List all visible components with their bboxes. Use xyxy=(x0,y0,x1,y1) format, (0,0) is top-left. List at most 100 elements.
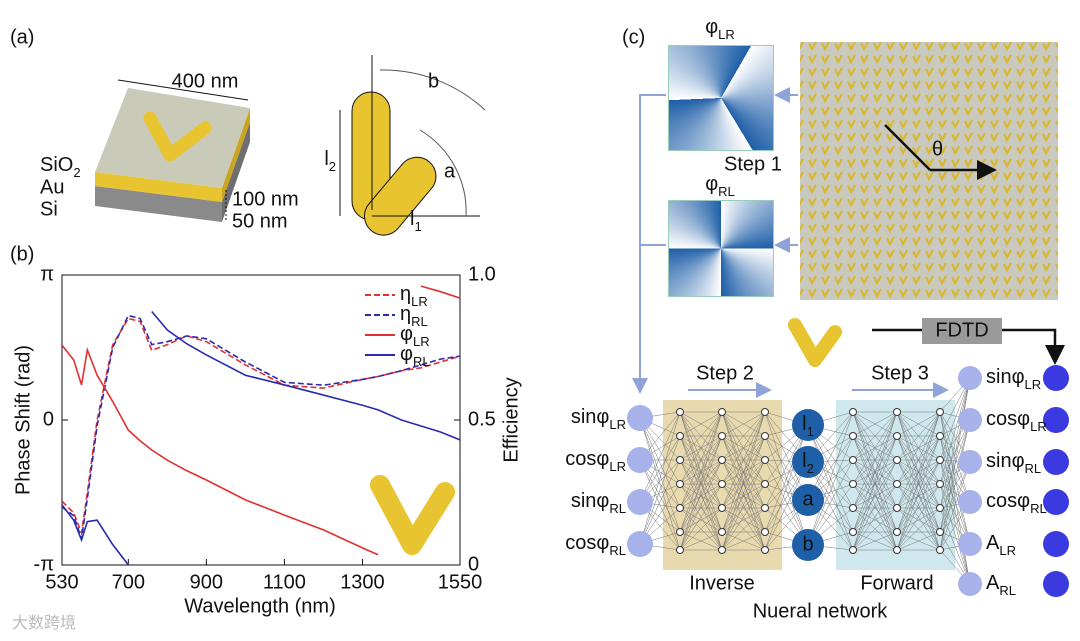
fdtd-box xyxy=(922,318,1002,344)
output-node xyxy=(958,490,982,514)
dim-line xyxy=(117,79,249,101)
caption: Nueral network xyxy=(753,600,889,622)
edge xyxy=(679,459,723,533)
neuron xyxy=(676,528,684,536)
edge xyxy=(679,531,723,551)
edge xyxy=(896,435,941,551)
neuron xyxy=(676,480,684,488)
edge xyxy=(896,483,941,551)
y-tick-label: -π xyxy=(34,553,54,575)
edge xyxy=(679,483,723,551)
y-axis-label: Phase Shift (rad) xyxy=(12,345,34,495)
input-node xyxy=(627,531,653,557)
neuron xyxy=(718,480,726,488)
angle-label: θ xyxy=(932,138,943,160)
x-tick-label: 530 xyxy=(45,571,78,593)
layer-label: Si xyxy=(40,198,58,220)
step-label: Step 2 xyxy=(696,362,754,384)
edge xyxy=(721,411,766,551)
neuron xyxy=(893,504,901,512)
edge xyxy=(679,411,723,461)
neuron xyxy=(893,480,901,488)
edge xyxy=(939,419,971,551)
neuron xyxy=(936,432,944,440)
edge xyxy=(679,411,723,533)
edge xyxy=(721,531,766,551)
angle-label: a xyxy=(444,160,456,182)
neuron xyxy=(718,546,726,554)
neuron xyxy=(718,528,726,536)
target-node xyxy=(1043,407,1069,433)
v-antenna xyxy=(788,318,842,367)
output-label: cosφRL xyxy=(986,490,1047,516)
target-node xyxy=(1043,489,1069,515)
edge xyxy=(721,411,766,461)
edge xyxy=(896,507,941,551)
input-label: sinφLR xyxy=(571,406,626,432)
watermark: 大数跨境 xyxy=(12,613,76,632)
edge xyxy=(764,424,809,551)
legend-label: φRL xyxy=(400,343,430,369)
param-label: b xyxy=(802,533,813,555)
neuron xyxy=(893,432,901,440)
neuron xyxy=(936,546,944,554)
edge xyxy=(679,411,723,437)
panel-label: (b) xyxy=(10,243,34,265)
edge xyxy=(764,411,809,501)
neuron xyxy=(676,408,684,416)
edge xyxy=(852,435,898,551)
edge xyxy=(939,419,971,533)
series-line xyxy=(62,285,460,556)
length-label: l1 xyxy=(410,208,422,234)
input-label: sinφRL xyxy=(571,490,626,516)
neuron xyxy=(936,480,944,488)
edge xyxy=(852,459,898,551)
edge xyxy=(679,507,723,533)
dim-label: 100 nm xyxy=(232,188,299,210)
input-node xyxy=(627,405,653,431)
series-line xyxy=(62,311,460,565)
edge xyxy=(852,411,898,509)
neuron xyxy=(893,408,901,416)
neuron xyxy=(718,432,726,440)
target-node xyxy=(1043,449,1069,475)
neuron xyxy=(718,408,726,416)
input-node xyxy=(627,447,653,473)
x-tick-label: 700 xyxy=(112,571,145,593)
edge xyxy=(721,411,766,509)
edge xyxy=(896,411,941,551)
panel-label: (c) xyxy=(622,26,645,48)
edge xyxy=(639,435,681,545)
edge xyxy=(721,411,766,437)
neuron xyxy=(676,546,684,554)
box-label: Inverse xyxy=(689,572,755,594)
layer-label: SiO2 xyxy=(40,154,81,180)
neuron xyxy=(849,408,857,416)
edge xyxy=(939,411,971,545)
neuron xyxy=(761,504,769,512)
arc xyxy=(379,69,486,111)
y-tick-label: 0 xyxy=(43,408,54,430)
edge xyxy=(896,459,941,551)
input-node xyxy=(627,489,653,515)
target-node xyxy=(1043,365,1069,391)
x-tick-label: 1550 xyxy=(438,571,483,593)
dim-label: 400 nm xyxy=(172,70,239,92)
output-label: ALR xyxy=(986,532,1016,558)
edge xyxy=(852,531,898,551)
neuron xyxy=(676,456,684,464)
box-label: Forward xyxy=(860,572,933,594)
edge xyxy=(721,459,766,551)
neuron xyxy=(676,432,684,440)
neuron xyxy=(893,546,901,554)
edge xyxy=(679,435,723,551)
edge xyxy=(852,507,898,533)
edge xyxy=(639,459,681,545)
edge xyxy=(939,411,971,585)
y2-tick-label: 1.0 xyxy=(468,263,496,285)
neuron xyxy=(718,504,726,512)
param-label: l1 xyxy=(802,413,814,439)
edge xyxy=(852,411,898,437)
map-label: φRL xyxy=(705,173,735,199)
